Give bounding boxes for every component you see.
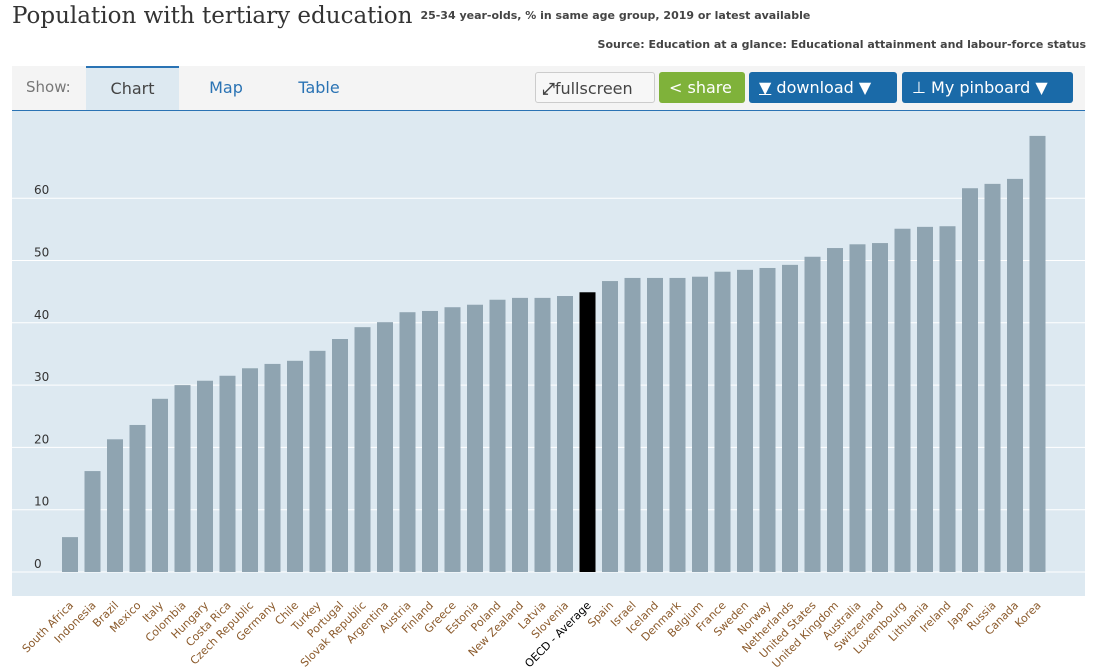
pinboard-button[interactable]: ⊥ My pinboard ▼ (902, 72, 1073, 103)
bar (62, 537, 78, 572)
bar (624, 277, 641, 572)
bar (602, 281, 618, 572)
bar (399, 312, 416, 572)
y-tick-label: 0 (34, 557, 42, 571)
bar (309, 350, 326, 572)
share-label: share (687, 78, 732, 97)
bar (692, 276, 708, 572)
tab-map[interactable]: Map (209, 78, 243, 97)
bar (489, 299, 506, 572)
fullscreen-button[interactable]: ⤢fullscreen (535, 72, 655, 103)
toolbar: Show: Chart Map Table ⤢fullscreen < shar… (12, 66, 1085, 112)
bar (714, 271, 731, 572)
bar (219, 375, 236, 572)
fullscreen-icon: ⤢ (542, 79, 555, 98)
bar (647, 277, 663, 572)
y-tick-label: 60 (34, 183, 49, 197)
bar (737, 269, 753, 572)
y-tick-label: 40 (34, 308, 49, 322)
x-tick-label: Spain (585, 599, 616, 630)
bar (444, 307, 461, 572)
bar (534, 297, 551, 572)
bar (849, 244, 866, 572)
x-tick-label: Korea (1012, 599, 1043, 630)
share-button[interactable]: < share (659, 72, 745, 103)
fullscreen-label: fullscreen (554, 79, 633, 98)
bar (894, 228, 911, 573)
bar (174, 385, 191, 572)
bar (107, 439, 123, 572)
bar (467, 304, 483, 572)
bar (197, 380, 213, 572)
bar (129, 424, 146, 572)
bar (872, 243, 888, 572)
bar (984, 183, 1001, 572)
share-icon: < (669, 78, 683, 97)
y-tick-label: 30 (34, 370, 49, 384)
pinboard-label: My pinboard ▼ (931, 78, 1048, 97)
y-tick-label: 50 (34, 246, 49, 260)
bar (669, 277, 686, 572)
bar (377, 322, 393, 572)
bar (827, 248, 843, 573)
bar (422, 310, 438, 572)
bar (962, 188, 978, 572)
bar (939, 226, 956, 573)
download-label: download ▼ (776, 78, 872, 97)
bar (557, 296, 573, 572)
bar (1007, 178, 1023, 572)
bar (264, 363, 281, 572)
tab-table[interactable]: Table (298, 78, 340, 97)
bar (287, 360, 303, 572)
bar (354, 327, 371, 572)
bar (332, 338, 348, 572)
subtitle: 25-34 year-olds, % in same age group, 20… (420, 9, 811, 22)
bar (579, 292, 596, 572)
page-title: Population with tertiary education 25-34 … (12, 3, 810, 29)
pin-icon: ⊥ (912, 78, 926, 97)
download-button[interactable]: ▼ download ▼ (749, 72, 897, 103)
bar (84, 471, 101, 572)
bar (804, 256, 821, 572)
tab-chart[interactable]: Chart (86, 66, 179, 110)
source-note: Source: Education at a glance: Education… (597, 38, 1086, 51)
bar (782, 264, 798, 572)
bar (759, 267, 776, 572)
bar (242, 368, 258, 572)
download-icon: ▼ (759, 78, 772, 97)
y-tick-label: 10 (34, 495, 49, 509)
show-label: Show: (26, 78, 71, 96)
y-tick-label: 20 (34, 432, 49, 446)
bar (152, 398, 168, 572)
bar (917, 226, 933, 572)
bar (512, 297, 528, 572)
title-text: Population with tertiary education (12, 3, 413, 29)
bar (1029, 135, 1046, 572)
